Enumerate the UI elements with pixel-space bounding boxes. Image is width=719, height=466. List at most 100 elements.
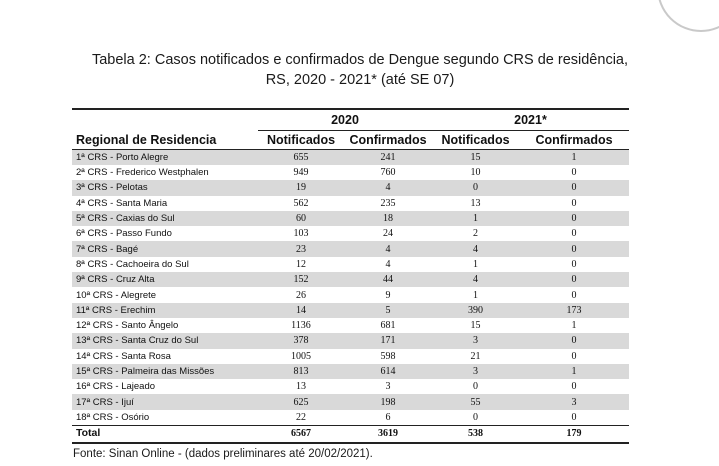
- notified-2021-cell: 4: [432, 272, 519, 288]
- region-cell: 13ª CRS - Santa Cruz do Sul: [72, 333, 258, 349]
- region-cell: 15ª CRS - Palmeira das Missões: [72, 363, 258, 380]
- total-label: Total: [72, 424, 258, 444]
- confirmed-2021-cell: 0: [571, 258, 577, 270]
- confirmed-2020-cell: 5: [344, 302, 432, 318]
- notified-2021-cell: 55: [432, 394, 519, 410]
- region-cell: 17ª CRS - Ijuí: [72, 394, 258, 410]
- notified-2020-cell: 152: [258, 272, 344, 288]
- notified-2020-cell: 625: [258, 394, 344, 410]
- notified-2020-cell: 949: [293, 167, 309, 179]
- confirmed-2020-cell: 4: [385, 258, 391, 270]
- table-caption-line-1: Tabela 2: Casos notificados e confirmado…: [91, 52, 629, 68]
- notified-2021-cell: 1: [473, 258, 478, 270]
- notified-2020-cell: 12: [296, 258, 306, 270]
- table-caption-line-2: RS, 2020 - 2021* (até SE 07): [265, 72, 455, 88]
- notified-2020-cell: 23: [258, 241, 344, 257]
- table-caption: Tabela 2: Casos notificados e confirmado…: [60, 50, 660, 90]
- confirmed-2020-cell: 9: [385, 289, 391, 301]
- year-2021-header: 2021*: [432, 108, 629, 131]
- region-cell: 9ª CRS - Cruz Alta: [72, 272, 258, 288]
- confirmed-2021-column-header: Confirmados: [519, 130, 629, 150]
- notified-2021-cell: 3: [432, 333, 519, 349]
- region-cell: 6ª CRS - Passo Fundo: [76, 228, 172, 240]
- notified-2021-cell: 3: [432, 363, 519, 380]
- table-row: 14ª CRS - Santa Rosa 1005 598 21 0: [72, 349, 629, 364]
- region-cell: 10ª CRS - Alegrete: [76, 289, 157, 301]
- total-row: Total 6567 3619 538 179: [72, 424, 629, 444]
- total-confirmed-2021: 179: [519, 424, 629, 444]
- confirmed-2021-cell: 0: [571, 289, 577, 301]
- notified-2021-cell: 0: [473, 411, 478, 423]
- confirmed-2020-cell: 598: [380, 350, 396, 362]
- dengue-cases-table: 2020 2021* Regional de Residencia Notifi…: [72, 108, 629, 444]
- table-row: 7ª CRS - Bagé 23 4 4 0: [72, 241, 629, 257]
- table-row: 1ª CRS - Porto Alegre 655 241 15 1: [72, 149, 629, 165]
- source-note: Fonte: Sinan Online - (dados preliminare…: [73, 448, 373, 460]
- table-row: 13ª CRS - Santa Cruz do Sul 378 171 3 0: [72, 333, 629, 349]
- notified-2020-cell: 19: [258, 180, 344, 196]
- confirmed-2021-cell: 0: [571, 197, 577, 209]
- notified-2021-cell: 13: [470, 197, 481, 209]
- confirmed-2021-cell: 1: [519, 149, 629, 165]
- region-cell: 3ª CRS - Pelotas: [72, 180, 258, 196]
- notified-2020-cell: 103: [293, 228, 309, 240]
- total-notified-2021: 538: [432, 424, 519, 444]
- confirmed-2021-cell: 0: [571, 167, 577, 179]
- region-cell: 12ª CRS - Santo Ângelo: [76, 320, 179, 332]
- notified-2020-cell: 22: [296, 411, 306, 423]
- table-body: 1ª CRS - Porto Alegre 655 241 15 1 2ª CRS - F…: [72, 149, 629, 444]
- corner-circle-decoration: [657, 0, 719, 32]
- confirmed-2021-cell: 0: [519, 210, 629, 227]
- confirmed-2021-cell: 0: [571, 381, 577, 393]
- confirmed-2020-cell: 614: [344, 363, 432, 380]
- table-row: 10ª CRS - Alegrete 26 9 1 0: [72, 287, 629, 302]
- notified-2020-column-header: Notificados: [258, 130, 344, 150]
- dengue-table-container: 2020 2021* Regional de Residencia Notifi…: [72, 108, 629, 444]
- confirmed-2020-column-header: Confirmados: [344, 130, 432, 150]
- notified-2021-cell: 0: [473, 381, 478, 393]
- region-cell: 16ª CRS - Lajeado: [76, 381, 156, 393]
- region-cell: 8ª CRS - Cachoeira do Sul: [76, 258, 189, 270]
- confirmed-2021-cell: 1: [519, 363, 629, 380]
- confirmed-2020-cell: 6: [385, 411, 391, 423]
- region-column-header: Regional de Residencia: [72, 130, 258, 150]
- notified-2021-cell: 2: [473, 228, 478, 240]
- notified-2020-cell: 1136: [291, 320, 311, 332]
- confirmed-2020-cell: 44: [344, 272, 432, 288]
- table-row: 16ª CRS - Lajeado 13 3 0 0: [72, 379, 629, 394]
- notified-2021-cell: 15: [432, 149, 519, 165]
- notified-2020-cell: 813: [258, 363, 344, 380]
- table-row: 4ª CRS - Santa Maria 562 235 13 0: [72, 196, 629, 211]
- notified-2020-cell: 60: [258, 210, 344, 227]
- notified-2021-cell: 1: [432, 210, 519, 227]
- confirmed-2020-cell: 24: [383, 228, 393, 240]
- region-cell: 4ª CRS - Santa Maria: [76, 197, 168, 209]
- confirmed-2021-cell: 0: [519, 333, 629, 349]
- notified-2021-cell: 10: [470, 167, 481, 179]
- notified-2020-cell: 378: [258, 333, 344, 349]
- table-row: 18ª CRS - Osório 22 6 0 0: [72, 410, 629, 426]
- notified-2021-cell: 0: [432, 180, 519, 196]
- table-row: 12ª CRS - Santo Ângelo 1136 681 15 1: [72, 318, 629, 333]
- confirmed-2021-cell: 0: [571, 411, 577, 423]
- table-row: 15ª CRS - Palmeira das Missões 813 614 3 1: [72, 363, 629, 380]
- total-confirmed-2020: 3619: [344, 424, 432, 444]
- region-cell: 7ª CRS - Bagé: [72, 241, 258, 257]
- confirmed-2021-cell: 0: [519, 241, 629, 257]
- notified-2020-cell: 14: [258, 302, 344, 318]
- confirmed-2020-cell: 198: [344, 394, 432, 410]
- confirmed-2021-cell: 173: [519, 302, 629, 318]
- total-notified-2020: 6567: [258, 424, 344, 444]
- confirmed-2020-cell: 171: [344, 333, 432, 349]
- notified-2021-cell: 21: [470, 350, 481, 362]
- table-row: 6ª CRS - Passo Fundo 103 24 2 0: [72, 226, 629, 241]
- confirmed-2020-cell: 235: [380, 197, 396, 209]
- confirmed-2020-cell: 4: [344, 241, 432, 257]
- notified-2020-cell: 13: [296, 381, 306, 393]
- table-row: 2ª CRS - Frederico Westphalen 949 760 10 0: [72, 165, 629, 180]
- notified-2021-cell: 390: [432, 302, 519, 318]
- region-cell: 11ª CRS - Erechim: [72, 302, 258, 318]
- region-cell: 18ª CRS - Osório: [76, 411, 150, 423]
- confirmed-2020-cell: 241: [344, 149, 432, 165]
- year-header-row: 2020 2021*: [72, 108, 629, 131]
